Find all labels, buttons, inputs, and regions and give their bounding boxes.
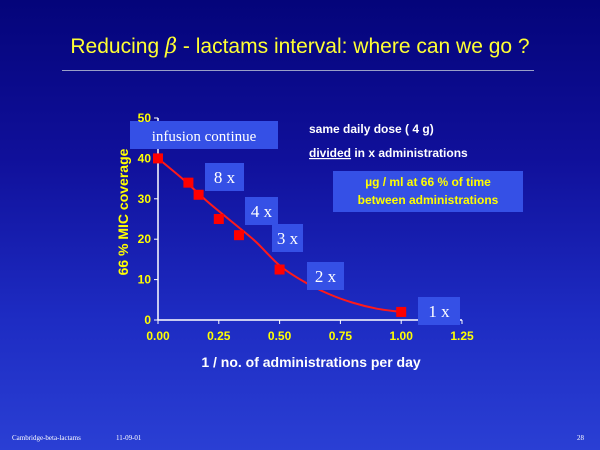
point-label-box <box>205 163 244 191</box>
unit-note-box <box>333 171 523 212</box>
data-point <box>274 264 285 275</box>
point-label-box <box>272 224 303 252</box>
point-label-text: 4 x <box>251 202 273 221</box>
tick-labels: 0.00 0.25 0.50 0.75 1.00 1.25 0 10 20 30 40 50 <box>138 111 474 343</box>
point-label: 1 x <box>418 297 460 325</box>
slide-title: Reducing β - lactams interval: where can… <box>0 34 600 59</box>
y-tick-label: 10 <box>138 273 152 287</box>
point-label: 3 x <box>272 224 303 252</box>
x-axis-label: 1 / no. of administrations per day <box>201 354 421 370</box>
data-point <box>233 230 244 241</box>
data-point <box>153 153 163 164</box>
point-label-box <box>130 121 278 149</box>
unit-note-line2: between administrations <box>358 193 499 207</box>
point-label: 8 x <box>205 163 244 191</box>
footer-date: 11-09-01 <box>116 434 142 442</box>
dose-note-line1: same daily dose ( 4 g) <box>309 122 434 136</box>
point-label-text: infusion continue <box>152 129 257 145</box>
title-divider <box>62 70 534 71</box>
point-label-text: 3 x <box>277 229 299 248</box>
dose-note-rest: in x administrations <box>351 146 468 160</box>
x-tick-label: 0.50 <box>268 329 292 343</box>
y-tick-label: 50 <box>138 111 152 125</box>
x-tick-label: 0.75 <box>329 329 353 343</box>
unit-note-line1: µg / ml at 66 % of time <box>365 175 491 189</box>
point-label-text: 2 x <box>315 267 337 286</box>
point-label-text: 8 x <box>214 168 236 187</box>
x-tick-label: 1.25 <box>450 329 474 343</box>
x-tick-label: 1.00 <box>390 329 414 343</box>
dose-note-line2: divided in x administrations <box>309 146 468 160</box>
data-point <box>396 306 407 317</box>
page-number: 28 <box>577 434 584 442</box>
x-tick-label: 0.25 <box>207 329 231 343</box>
axes <box>154 117 463 324</box>
data-point <box>213 214 224 224</box>
y-tick-label: 20 <box>138 232 152 246</box>
point-label-box <box>245 197 278 225</box>
footer-filename: Cambridge-beta-lactams <box>12 434 81 442</box>
data-point <box>183 177 194 188</box>
title-text-start: Reducing <box>70 35 165 58</box>
point-label: infusion continue <box>130 121 278 149</box>
point-label: 4 x <box>245 197 278 225</box>
x-tick-label: 0.00 <box>146 329 170 343</box>
point-label: 2 x <box>307 262 344 290</box>
point-label-text: 1 x <box>428 302 450 321</box>
beta-symbol: β <box>164 34 178 58</box>
point-labels: infusion continue 8 x 4 x3 x 2 x 1 x <box>130 121 460 325</box>
title-text-end: - lactams interval: where can we go ? <box>177 35 530 58</box>
y-tick-label: 40 <box>138 151 152 165</box>
dose-note-divided: divided <box>309 146 351 160</box>
data-point <box>193 189 204 200</box>
y-tick-label: 0 <box>144 313 151 327</box>
point-label-box <box>418 297 460 325</box>
data-points <box>153 153 407 317</box>
y-axis-label: 66 % MIC coverage <box>115 148 131 275</box>
y-tick-label: 30 <box>138 192 152 206</box>
point-label-box <box>307 262 344 290</box>
